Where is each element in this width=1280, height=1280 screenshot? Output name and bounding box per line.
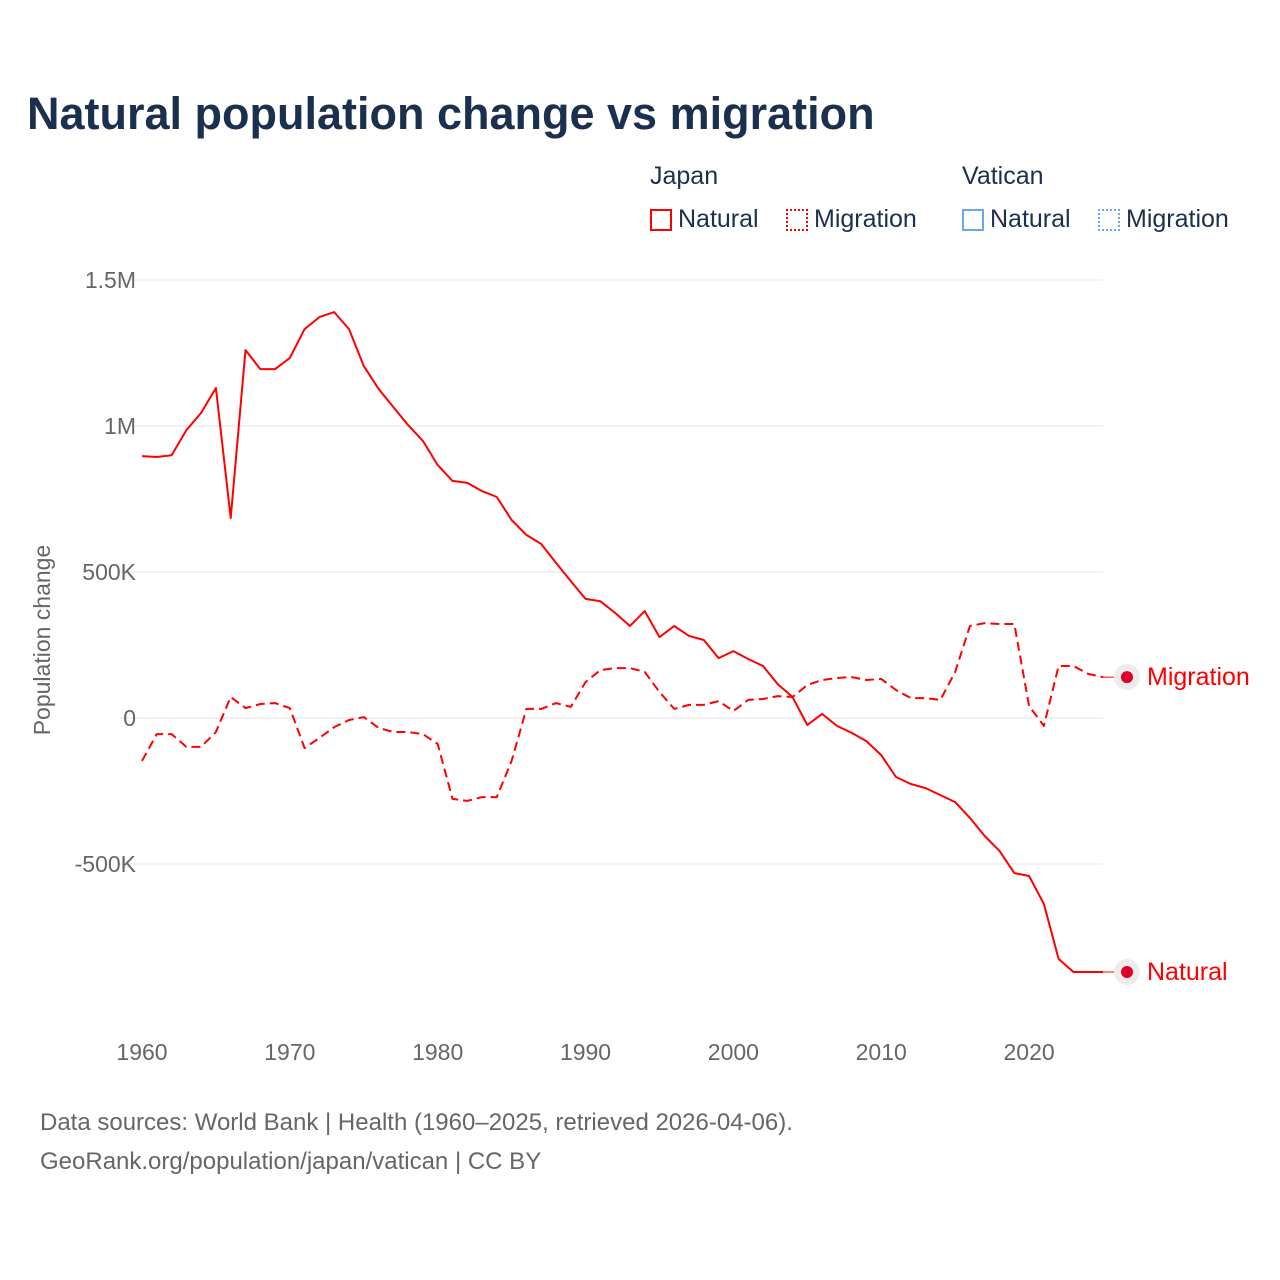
legend-vatican-natural[interactable]: Natural [962,205,1071,234]
legend-group-japan: Japan [650,162,719,190]
legend-swatch-solid [962,208,984,231]
x-tick-label: 1980 [412,1039,463,1065]
x-tick-label: 2000 [708,1039,759,1065]
legend-swatch-dotted [786,208,808,231]
legend-label: Migration [814,205,917,233]
x-tick-label: 1960 [116,1039,167,1065]
series-line-natural[interactable] [141,311,1103,973]
y-tick-label: 0 [123,705,136,731]
x-tick-label: 2020 [1003,1039,1054,1065]
legend-swatch-solid [650,208,672,231]
end-marker-dot[interactable] [1121,671,1133,684]
legend-group-vatican: Vatican [962,162,1044,190]
y-tick-label: 1M [104,413,136,439]
end-label: Natural [1147,958,1228,986]
y-tick-label: -500K [75,851,137,877]
end-marker-dot[interactable] [1121,966,1133,979]
series-line-migration[interactable] [141,622,1104,802]
y-tick-label: 1.5M [85,267,136,293]
legend-japan-migration[interactable]: Migration [786,205,917,234]
x-tick-label: 1970 [264,1039,315,1065]
legend-label: Natural [678,205,759,233]
end-label: Migration [1147,663,1250,691]
legend-swatch-dotted [1098,208,1120,231]
y-axis-label: Population change [29,545,55,736]
x-tick-label: 2010 [856,1039,907,1065]
source-line-1: Data sources: World Bank | Health (1960–… [40,1109,793,1136]
source-line-2[interactable]: GeoRank.org/population/japan/vatican | C… [40,1148,542,1175]
legend-label: Natural [990,205,1071,233]
legend-vatican-migration[interactable]: Migration [1098,205,1229,234]
legend-japan-natural[interactable]: Natural [650,205,759,234]
legend-label: Migration [1126,205,1229,233]
chart-title: Natural population change vs migration [27,88,875,139]
y-tick-label: 500K [82,559,136,585]
x-tick-label: 1990 [560,1039,611,1065]
